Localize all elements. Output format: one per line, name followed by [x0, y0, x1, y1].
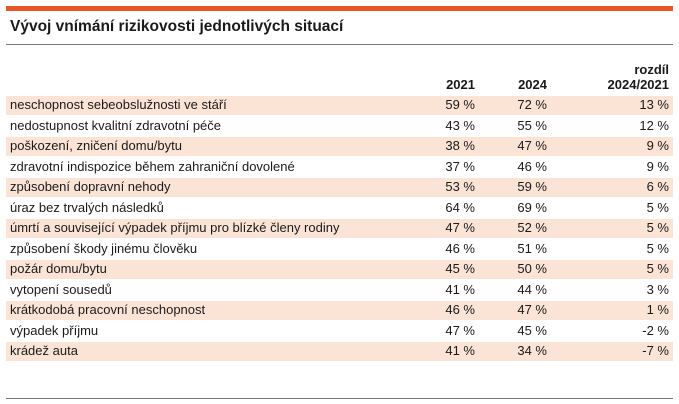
header-difference-line1: rozdíl [634, 62, 669, 77]
value-2021: 47 % [445, 322, 475, 338]
value-2021: 53 % [409, 178, 481, 197]
table-row: neschopnost sebeobslužnosti ve stáří 59 %… [6, 96, 673, 115]
value-2021: 46 % [445, 240, 475, 256]
value-2021: 45 % [409, 260, 481, 279]
value-difference: 12 % [639, 117, 669, 133]
table-row: krátkodobá pracovní neschopnost 46 % 47 % 1… [6, 301, 673, 320]
header-year-2021: 2021 [446, 77, 475, 92]
row-label: způsobení škody jinému člověku [10, 240, 198, 256]
value-2021: 37 % [445, 158, 475, 174]
table-row: vytopení sousedů 41 % 44 % 3 % [6, 281, 673, 300]
value-2024: 72 % [481, 96, 573, 115]
row-label: úraz bez trvalých následků [10, 199, 164, 215]
table-body: neschopnost sebeobslužnosti ve stáří 59 %… [6, 96, 673, 361]
header-difference: rozdíl 2024/2021 [573, 52, 673, 94]
value-2024: 51 % [517, 240, 547, 256]
value-2021: 43 % [445, 117, 475, 133]
value-2024: 47 % [481, 137, 573, 156]
value-difference: -2 % [642, 322, 669, 338]
row-label: vytopení sousedů [10, 281, 112, 297]
value-2021: 64 % [445, 199, 475, 215]
header-row: 2021 2024 rozdíl 2024/2021 [6, 52, 673, 94]
header-label [6, 52, 409, 94]
table-row: výpadek příjmu 47 % 45 % -2 % [6, 322, 673, 341]
row-label: nedostupnost kvalitní zdravotní péče [10, 117, 222, 133]
value-difference: 9 % [646, 158, 669, 174]
value-2024: 55 % [517, 117, 547, 133]
row-label: výpadek příjmu [10, 322, 99, 338]
header-difference-line2: 2024/2021 [607, 77, 669, 92]
value-2024: 69 % [517, 199, 547, 215]
value-2024: 50 % [481, 260, 573, 279]
table-row: zdravotní indispozice během zahraniční d… [6, 158, 673, 177]
value-2024: 46 % [517, 158, 547, 174]
table-row: způsobení škody jinému člověku 46 % 51 % 5 … [6, 240, 673, 259]
table-row: úraz bez trvalých následků 64 % 69 % 5 % [6, 199, 673, 218]
accent-top-rule [6, 6, 673, 11]
value-2021: 46 % [409, 301, 481, 320]
table-row: požár domu/bytu 45 % 50 % 5 % [6, 260, 673, 279]
value-difference: 5 % [573, 219, 673, 238]
value-2024: 52 % [481, 219, 573, 238]
row-label: požár domu/bytu [6, 260, 409, 279]
row-label: krátkodobá pracovní neschopnost [6, 301, 409, 320]
row-label: zdravotní indispozice během zahraniční d… [10, 158, 295, 174]
value-difference: 3 % [646, 281, 669, 297]
value-2021: 59 % [409, 96, 481, 115]
bottom-divider [6, 398, 673, 399]
value-2024: 45 % [517, 322, 547, 338]
value-difference: 1 % [573, 301, 673, 320]
value-2021: 38 % [409, 137, 481, 156]
row-label: způsobení dopravní nehody [6, 178, 409, 197]
value-2024: 34 % [481, 342, 573, 361]
title-divider [6, 44, 673, 45]
value-difference: 5 % [573, 260, 673, 279]
header-year-2024: 2024 [518, 77, 547, 92]
row-label: krádež auta [6, 342, 409, 361]
table-title: Vývoj vnímání rizikovosti jednotlivých s… [10, 18, 344, 35]
value-2024: 59 % [481, 178, 573, 197]
table-row: úmrtí a související výpadek příjmu pro b… [6, 219, 673, 238]
value-2024: 47 % [481, 301, 573, 320]
table-row: poškození, zničení domu/bytu 38 % 47 % 9 % [6, 137, 673, 156]
risk-perception-table: 2021 2024 rozdíl 2024/2021 neschopnost s… [6, 50, 673, 363]
value-difference: 9 % [573, 137, 673, 156]
table-row: nedostupnost kvalitní zdravotní péče 43 %… [6, 117, 673, 136]
value-difference: 13 % [573, 96, 673, 115]
value-2021: 41 % [409, 342, 481, 361]
value-2021: 41 % [445, 281, 475, 297]
value-2024: 44 % [517, 281, 547, 297]
row-label: neschopnost sebeobslužnosti ve stáří [6, 96, 409, 115]
value-2021: 47 % [409, 219, 481, 238]
table-row: krádež auta 41 % 34 % -7 % [6, 342, 673, 361]
value-difference: 5 % [646, 240, 669, 256]
row-label: úmrtí a související výpadek příjmu pro b… [6, 219, 409, 238]
table-row: způsobení dopravní nehody 53 % 59 % 6 % [6, 178, 673, 197]
value-difference: 5 % [646, 199, 669, 215]
row-label: poškození, zničení domu/bytu [6, 137, 409, 156]
value-difference: 6 % [573, 178, 673, 197]
value-difference: -7 % [573, 342, 673, 361]
